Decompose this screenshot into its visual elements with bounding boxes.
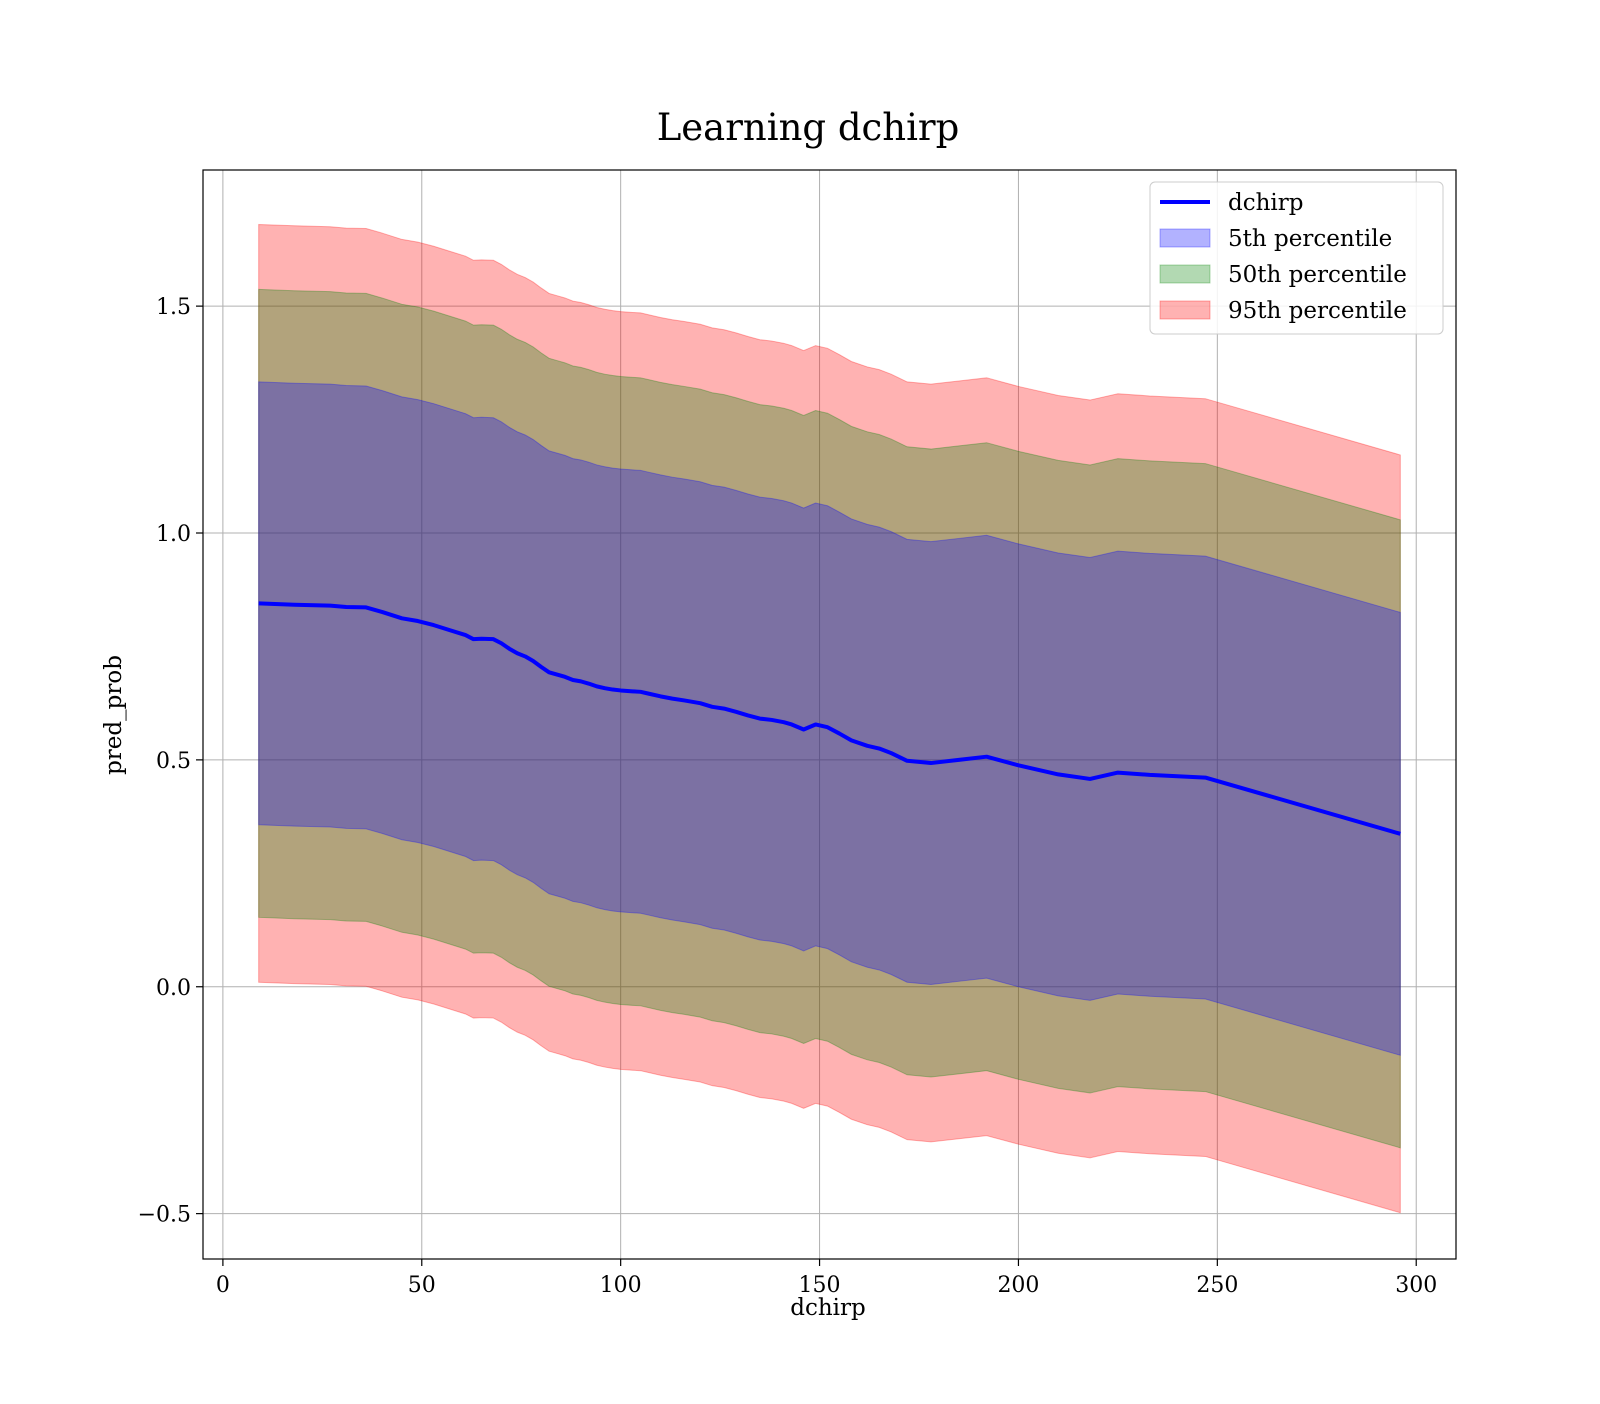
band-5th-percentile [258,381,1401,1056]
legend-label: 95th percentile [1228,298,1407,324]
x-tick-label: 150 [799,1273,841,1298]
y-tick-label: 1.5 [156,295,191,320]
x-axis-label: dchirp [790,1295,866,1321]
y-tick-label: 0.5 [156,749,191,774]
band-95th-percentile [258,223,1401,1214]
series-line-dchirp [258,601,1401,836]
ticks: 0 50 100 150 200 250 300 −0.5 0.0 0.5 1.0 1.5 [138,295,1438,1298]
plot-frame [202,169,1457,1260]
y-tick-label: 0.0 [156,976,191,1001]
x-tick-label: 0 [216,1273,230,1298]
y-tick-label: 1.0 [156,522,191,547]
grid [203,170,1456,1259]
x-tick-label: 250 [1196,1273,1238,1298]
band-50th-percentile [258,288,1401,1149]
y-tick-label: −0.5 [138,1203,191,1228]
legend-label: dchirp [1228,190,1304,216]
legend-box [1149,181,1444,335]
legend-label: 5th percentile [1228,226,1392,252]
x-tick-label: 100 [600,1273,642,1298]
legend: dchirp 5th percentile 50th percentile 95th … [1149,181,1444,335]
chart-title: Learning dchirp [657,106,960,149]
legend-swatch-patch [1159,300,1211,320]
x-tick-label: 200 [997,1273,1039,1298]
series-lines [258,601,1401,836]
x-tick-label: 50 [408,1273,436,1298]
legend-swatch-patch [1159,264,1211,284]
y-axis-label: pred_prob [101,655,127,775]
bands [258,223,1401,1214]
legend-swatch-patch [1159,228,1211,248]
x-tick-label: 300 [1395,1273,1437,1298]
legend-label: 50th percentile [1228,262,1407,288]
